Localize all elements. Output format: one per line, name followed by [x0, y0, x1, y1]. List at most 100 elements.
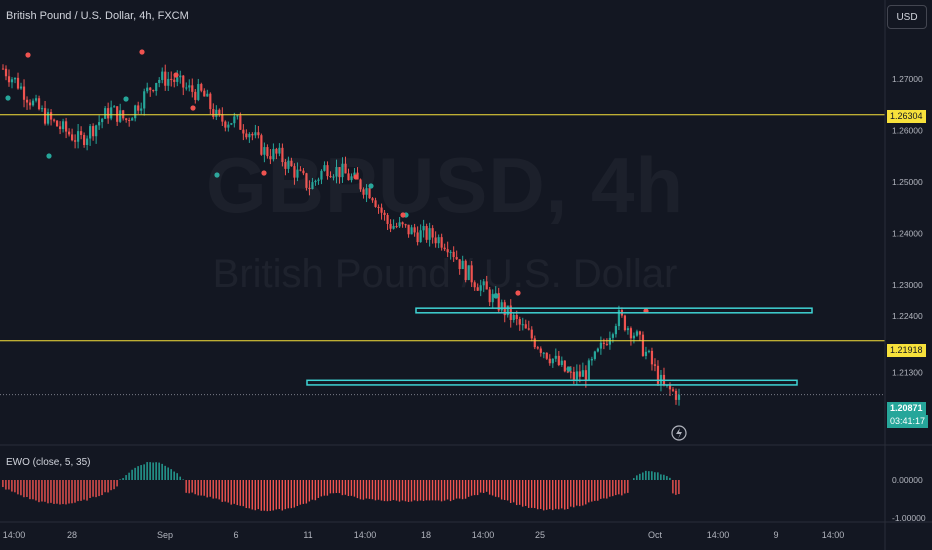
ewo-bar: [122, 478, 124, 480]
price-tick-label: 1.25000: [892, 177, 923, 187]
candle-body: [632, 335, 636, 339]
ewo-bar: [533, 480, 536, 509]
candle-body: [383, 212, 386, 215]
candle-body: [284, 162, 287, 169]
candle-body: [428, 228, 431, 240]
ewo-bar: [317, 480, 320, 498]
candle-body: [95, 125, 98, 137]
ewo-bar: [464, 480, 467, 499]
watermark-ticker: GBPUSD, 4h: [205, 141, 685, 229]
time-tick-label: 14:00: [354, 530, 377, 540]
candle-body: [413, 227, 416, 233]
candle-body: [185, 87, 188, 89]
candle-body: [530, 329, 533, 339]
candle-body: [437, 237, 440, 244]
ewo-bar: [47, 480, 49, 504]
candle-body: [377, 206, 380, 208]
ewo-bar: [29, 480, 31, 500]
candle-body: [305, 173, 308, 188]
candle-body: [212, 109, 215, 117]
ewo-bar: [140, 465, 142, 480]
candle-body: [248, 133, 251, 138]
candle-body: [626, 328, 630, 331]
ewo-bar: [14, 480, 16, 493]
candle-body: [224, 121, 227, 128]
candle-body: [98, 122, 101, 126]
ewo-bar: [552, 480, 554, 511]
price-tick-label: 1.22400: [892, 311, 923, 321]
ewo-bar: [524, 480, 527, 506]
candle-body: [464, 260, 467, 281]
ewo-bar: [470, 480, 473, 496]
candle-body: [344, 163, 347, 174]
candle-body: [158, 80, 161, 83]
ewo-bar: [161, 463, 163, 480]
candle-body: [326, 165, 329, 177]
ewo-bar: [32, 480, 34, 500]
candle-body: [407, 224, 410, 235]
candle-body: [197, 84, 200, 100]
currency-button[interactable]: USD: [887, 5, 927, 29]
candle-body: [137, 105, 140, 111]
ewo-bar: [167, 467, 169, 480]
candle-body: [674, 390, 678, 400]
ewo-bar: [308, 480, 311, 502]
candle-body: [401, 222, 404, 225]
flash-icon-circle: [671, 425, 687, 441]
ewo-bar: [515, 480, 518, 506]
ewo-bar: [218, 480, 220, 500]
candle-body: [581, 370, 584, 377]
candle-body: [64, 121, 68, 132]
ewo-bar: [116, 480, 118, 487]
ewo-bar: [230, 480, 232, 505]
ewo-bar: [128, 472, 130, 480]
candle-body: [614, 326, 618, 335]
symbol-title[interactable]: British Pound / U.S. Dollar, 4h, FXCM: [6, 10, 189, 22]
candle-body: [500, 302, 503, 311]
flash-icon: [671, 425, 687, 441]
ewo-bar: [239, 480, 241, 506]
ewo-bar: [350, 480, 353, 496]
countdown-label: 03:41:17: [887, 415, 929, 428]
candle-body: [188, 85, 191, 88]
ewo-bar: [371, 480, 374, 500]
ewo-bar: [380, 480, 383, 501]
candle-body: [146, 87, 149, 92]
ewo-bar: [107, 480, 109, 493]
lower-line-label: 1.21918: [887, 344, 926, 357]
candlestick-series: [1, 49, 681, 406]
ewo-bar: [221, 480, 223, 502]
candle-body: [323, 165, 326, 171]
candle-body: [419, 230, 422, 243]
ewo-bar: [290, 480, 293, 509]
candle-body: [557, 355, 560, 365]
candle-body: [272, 148, 275, 160]
candle-body: [161, 71, 164, 81]
candle-body: [656, 365, 660, 384]
ewo-bar: [639, 473, 641, 480]
ewo-bar: [425, 480, 428, 501]
candle-body: [488, 289, 491, 303]
ewo-bar: [278, 480, 281, 510]
ewo-bar: [455, 480, 458, 499]
ewo-bar: [50, 480, 52, 503]
candle-body: [590, 358, 593, 361]
price-tick-label: 1.27000: [892, 74, 923, 84]
ewo-bar: [555, 480, 557, 509]
candle-body: [512, 314, 515, 320]
candle-body: [470, 265, 473, 283]
ewo-bar: [669, 477, 671, 480]
candle-body: [49, 112, 53, 120]
ewo-bar: [621, 480, 623, 496]
candle-body: [16, 77, 20, 89]
candle-body: [605, 343, 608, 345]
candle-body: [245, 133, 248, 138]
ewo-bar: [260, 480, 262, 511]
pivot-high-dot: [173, 72, 179, 78]
candle-body: [134, 105, 137, 119]
indicator-title[interactable]: EWO (close, 5, 35): [6, 457, 91, 468]
candle-body: [563, 360, 566, 372]
ewo-bar: [254, 480, 256, 511]
ewo-bar: [579, 480, 581, 507]
